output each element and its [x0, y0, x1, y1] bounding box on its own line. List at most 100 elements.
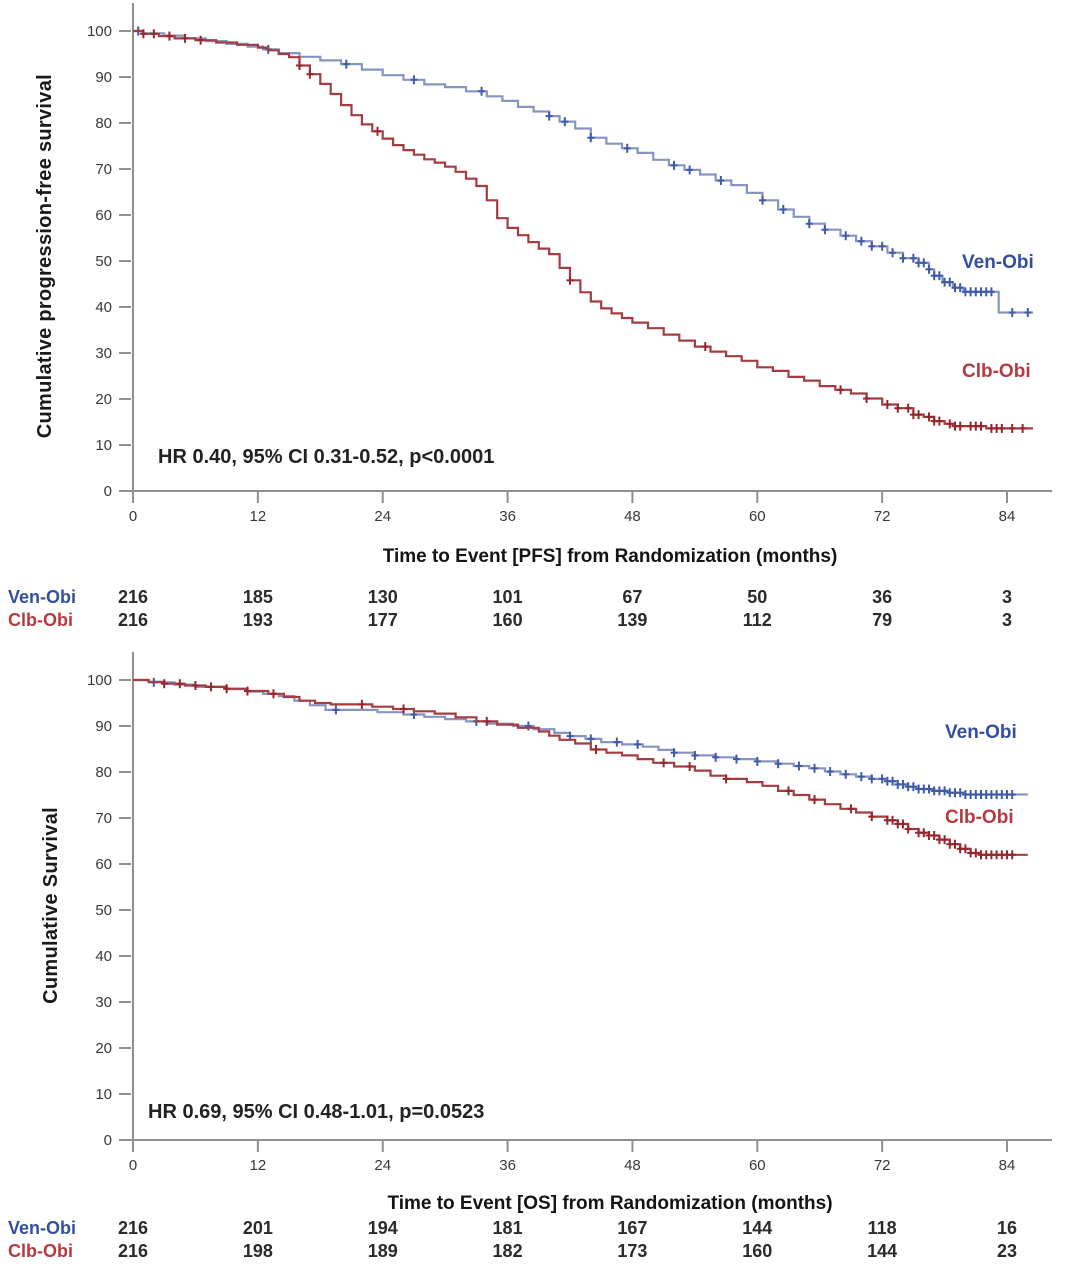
pfs-plot: 0 10 20 30 40 50 60 70 80 90 100 0 12 24 36 48 60 72 84 — [87, 3, 1052, 525]
x-tick-label: 48 — [624, 508, 641, 525]
risk-count: 160 — [742, 1241, 773, 1261]
survival-curve — [133, 29, 1033, 430]
survival-curve — [133, 678, 1028, 856]
y-tick-label: 10 — [95, 437, 112, 454]
risk-count: 3 — [1002, 587, 1013, 607]
risk-count: 173 — [617, 1241, 648, 1261]
risk-count: 79 — [872, 610, 893, 630]
risk-count: 201 — [242, 1218, 273, 1238]
y-tick-label: 80 — [95, 764, 112, 781]
y-tick-label: 90 — [95, 718, 112, 735]
risk-row-label: Ven-Obi — [8, 587, 77, 607]
x-tick-label: 0 — [129, 508, 137, 525]
y-tick-label: 10 — [95, 1086, 112, 1103]
series-ven-obi — [133, 26, 1033, 318]
pfs-y-axis-title: Cumulative progression-free survival — [28, 55, 62, 457]
y-tick-label: 0 — [104, 1132, 112, 1149]
risk-count: 36 — [872, 587, 893, 607]
y-tick-label: 80 — [95, 115, 112, 132]
risk-count: 198 — [242, 1241, 273, 1261]
risk-count: 193 — [242, 610, 273, 630]
risk-count: 3 — [1002, 610, 1013, 630]
pfs-risk-table: Ven-Obi 216 185 130 101 67 50 36 3 Clb-Obi 216 193 1… — [0, 587, 1080, 635]
risk-count: 23 — [997, 1241, 1018, 1261]
y-tick-label: 50 — [95, 253, 112, 270]
risk-count: 139 — [617, 610, 648, 630]
x-tick-label: 84 — [999, 1157, 1016, 1174]
risk-count: 144 — [867, 1241, 898, 1261]
x-axis-ticks: 0 12 24 36 48 60 72 84 — [129, 492, 1016, 525]
risk-count: 50 — [747, 587, 768, 607]
x-tick-label: 84 — [999, 508, 1016, 525]
pfs-legend-ven-obi: Ven-Obi — [962, 252, 1034, 273]
x-axis-ticks: 0 12 24 36 48 60 72 84 — [129, 1141, 1016, 1174]
x-tick-label: 48 — [624, 1157, 641, 1174]
y-tick-label: 60 — [95, 207, 112, 224]
series-clb-obi — [133, 29, 1033, 433]
os-legend-clb-obi: Clb-Obi — [945, 807, 1014, 828]
os-y-axis-title: Cumulative Survival — [34, 798, 68, 1012]
censor-marks — [134, 26, 1032, 318]
risk-row-label: Clb-Obi — [8, 1241, 73, 1261]
survival-curve — [133, 678, 1028, 796]
y-axis-ticks: 0 10 20 30 40 50 60 70 80 90 100 — [87, 23, 131, 500]
risk-count: 112 — [742, 610, 772, 630]
axes — [126, 3, 1052, 492]
risk-count: 194 — [367, 1218, 398, 1238]
y-tick-label: 0 — [104, 483, 112, 500]
series-ven-obi — [133, 677, 1028, 800]
risk-count: 216 — [117, 1241, 149, 1261]
risk-row-label: Clb-Obi — [8, 610, 73, 630]
y-axis-ticks: 0 10 20 30 40 50 60 70 80 90 100 — [87, 672, 131, 1149]
y-tick-label: 90 — [95, 69, 112, 86]
axes — [126, 652, 1052, 1141]
y-tick-label: 20 — [95, 391, 112, 408]
y-tick-label: 40 — [95, 948, 112, 965]
os-y-axis-title-text: Cumulative Survival — [39, 806, 62, 1004]
risk-count: 181 — [492, 1218, 523, 1238]
os-x-axis-title: Time to Event [OS] from Randomization (m… — [387, 1193, 833, 1214]
pfs-hr-annotation: HR 0.40, 95% CI 0.31-0.52, p<0.0001 — [158, 446, 495, 468]
risk-count: 185 — [242, 587, 273, 607]
risk-count: 216 — [117, 1218, 149, 1238]
y-tick-label: 30 — [95, 345, 112, 362]
risk-count: 118 — [867, 1218, 897, 1238]
x-tick-label: 72 — [874, 1157, 891, 1174]
pfs-y-axis-title-text: Cumulative progression-free survival — [33, 73, 56, 439]
risk-count: 189 — [367, 1241, 398, 1261]
censor-marks — [160, 679, 1016, 860]
x-tick-label: 60 — [749, 508, 766, 525]
y-tick-label: 60 — [95, 856, 112, 873]
y-tick-label: 40 — [95, 299, 112, 316]
risk-count: 160 — [492, 610, 523, 630]
risk-count: 177 — [367, 610, 398, 630]
survival-curve — [133, 29, 1033, 314]
risk-count: 144 — [742, 1218, 773, 1238]
series-clb-obi — [133, 678, 1028, 860]
os-plot: 0 10 20 30 40 50 60 70 80 90 100 0 12 24 36 48 60 72 84 — [87, 652, 1052, 1174]
risk-count: 101 — [492, 587, 523, 607]
risk-count: 182 — [492, 1241, 523, 1261]
x-tick-label: 12 — [250, 1157, 267, 1174]
y-tick-label: 70 — [95, 161, 112, 178]
risk-count: 216 — [117, 610, 149, 630]
risk-count: 167 — [617, 1218, 648, 1238]
y-tick-label: 50 — [95, 902, 112, 919]
risk-count: 216 — [117, 587, 149, 607]
x-tick-label: 12 — [250, 508, 267, 525]
risk-count: 130 — [367, 587, 398, 607]
risk-row-label: Ven-Obi — [8, 1218, 77, 1238]
x-tick-label: 60 — [749, 1157, 766, 1174]
x-tick-label: 36 — [499, 508, 516, 525]
y-tick-label: 30 — [95, 994, 112, 1011]
x-tick-label: 24 — [374, 508, 391, 525]
risk-count: 16 — [997, 1218, 1018, 1238]
y-tick-label: 20 — [95, 1040, 112, 1057]
y-tick-label: 100 — [87, 23, 112, 40]
risk-count: 67 — [622, 587, 643, 607]
pfs-legend-clb-obi: Clb-Obi — [962, 361, 1031, 382]
x-tick-label: 24 — [374, 1157, 391, 1174]
os-hr-annotation: HR 0.69, 95% CI 0.48-1.01, p=0.0523 — [148, 1101, 485, 1123]
x-tick-label: 72 — [874, 508, 891, 525]
